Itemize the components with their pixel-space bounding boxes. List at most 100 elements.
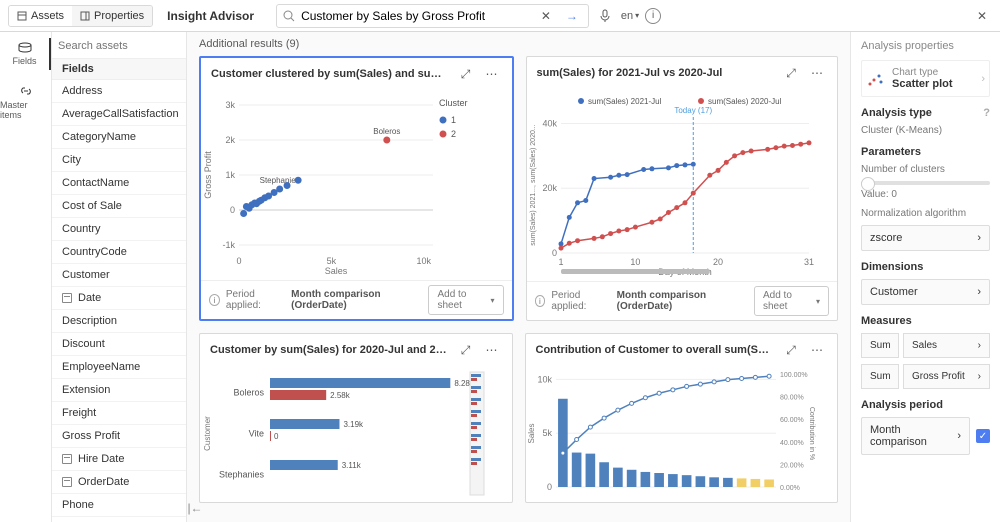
help-icon[interactable]: i [645, 8, 661, 24]
field-item[interactable]: ContactName [52, 172, 186, 195]
chart-type-selector[interactable]: Chart type Scatter plot › [861, 60, 990, 97]
svg-text:60.00%: 60.00% [780, 417, 804, 424]
card-sales-compare: sum(Sales) for 2021-Jul vs 2020-Jul ⤢ ⋯ … [526, 56, 839, 321]
svg-text:5k: 5k [327, 256, 337, 266]
submit-search-icon[interactable]: → [562, 6, 582, 26]
expand-icon[interactable]: ⤢ [456, 64, 476, 84]
more-icon[interactable]: ⋯ [482, 64, 502, 84]
field-item[interactable]: Discount [52, 333, 186, 356]
fields-icon [17, 42, 33, 54]
assets-label: Assets [31, 10, 64, 22]
period-selector[interactable]: Month comparison› [861, 417, 970, 455]
svg-text:sum(Sales) 2021-Jul: sum(Sales) 2021-Jul [588, 97, 662, 106]
assets-search-input[interactable] [58, 40, 180, 52]
svg-text:0.00%: 0.00% [780, 485, 800, 492]
svg-text:100.00%: 100.00% [780, 372, 808, 379]
svg-text:Cluster: Cluster [439, 98, 468, 108]
period-value: Month comparison (OrderDate) [617, 290, 748, 312]
svg-text:10k: 10k [417, 256, 432, 266]
svg-text:2k: 2k [225, 135, 235, 145]
add-to-sheet-button[interactable]: Add to sheet▾ [754, 286, 829, 316]
svg-text:Contribution in %: Contribution in % [808, 407, 815, 460]
svg-text:0: 0 [230, 205, 235, 215]
props-header: Analysis properties [861, 40, 990, 52]
field-item[interactable]: Customer [52, 264, 186, 287]
assets-toggle[interactable]: Assets [9, 6, 72, 26]
field-item[interactable]: Country [52, 218, 186, 241]
analysis-type-value: Cluster (K-Means) [861, 125, 990, 136]
rail-master-items[interactable]: Master items [0, 80, 51, 124]
expand-icon[interactable]: ⤢ [781, 63, 801, 83]
link-icon [19, 84, 33, 98]
help-icon[interactable]: ? [983, 107, 990, 119]
field-item[interactable]: CountryCode [52, 241, 186, 264]
card-title: sum(Sales) for 2021-Jul vs 2020-Jul [537, 67, 776, 79]
add-to-sheet-button[interactable]: Add to sheet▾ [428, 285, 503, 315]
properties-toggle[interactable]: Properties [72, 6, 152, 26]
more-icon[interactable]: ⋯ [807, 340, 827, 360]
search-input[interactable] [301, 9, 530, 23]
svg-text:0: 0 [551, 248, 556, 258]
field-item[interactable]: Address [52, 80, 186, 103]
properties-label: Properties [94, 10, 144, 22]
dimension-selector[interactable]: Customer› [861, 279, 990, 305]
svg-text:1k: 1k [225, 170, 235, 180]
svg-text:31: 31 [803, 257, 813, 267]
expand-icon[interactable]: ⤢ [781, 340, 801, 360]
field-item[interactable]: Description [52, 310, 186, 333]
expand-icon[interactable]: ⤢ [456, 340, 476, 360]
lang-selector[interactable]: en ▾ [621, 10, 639, 22]
norm-selector[interactable]: zscore› [861, 225, 990, 251]
svg-text:10k: 10k [537, 374, 552, 384]
field-item[interactable]: Freight [52, 402, 186, 425]
assets-icon [17, 11, 27, 21]
svg-text:3k: 3k [225, 100, 235, 110]
clear-search-icon[interactable]: ✕ [536, 6, 556, 26]
clusters-slider[interactable] [861, 181, 990, 185]
measure-1[interactable]: Sum Sales› [861, 333, 990, 358]
period-label: Period applied: [226, 289, 285, 311]
svg-text:3.19k: 3.19k [343, 420, 364, 429]
svg-text:Stephanies: Stephanies [219, 470, 265, 480]
field-item[interactable]: EmployeeName [52, 356, 186, 379]
field-item[interactable]: AverageCallSatisfaction [52, 103, 186, 126]
assets-header: Fields [52, 58, 186, 80]
field-item[interactable]: Gross Profit [52, 425, 186, 448]
svg-text:1: 1 [451, 115, 456, 125]
svg-text:20: 20 [713, 257, 723, 267]
svg-text:0: 0 [236, 256, 241, 266]
info-icon: i [535, 295, 546, 307]
svg-text:Gross Profit: Gross Profit [203, 151, 213, 199]
rail-fields[interactable]: Fields [0, 38, 51, 70]
field-item[interactable]: Phone [52, 494, 186, 517]
close-icon[interactable]: ✕ [972, 6, 992, 26]
svg-text:2: 2 [451, 129, 456, 139]
field-item[interactable]: Date [52, 287, 186, 310]
more-icon[interactable]: ⋯ [807, 63, 827, 83]
field-item[interactable]: CategoryName [52, 126, 186, 149]
svg-text:0: 0 [546, 482, 551, 492]
svg-text:-1k: -1k [222, 240, 235, 250]
period-value: Month comparison (OrderDate) [291, 289, 422, 311]
svg-text:20.00%: 20.00% [780, 462, 804, 469]
results-header: Additional results (9) [187, 32, 850, 56]
collapse-assets-icon[interactable]: |← [187, 500, 203, 516]
more-icon[interactable]: ⋯ [482, 340, 502, 360]
svg-text:1: 1 [558, 257, 563, 267]
field-item[interactable]: Extension [52, 379, 186, 402]
card-title: Customer by sum(Sales) for 2020-Jul and … [210, 344, 450, 356]
calendar-icon [62, 293, 72, 303]
field-item[interactable]: Cost of Sale [52, 195, 186, 218]
mic-icon[interactable] [595, 6, 615, 26]
scatter-icon [866, 70, 884, 88]
svg-text:20k: 20k [542, 183, 557, 193]
measure-2[interactable]: Sum Gross Profit› [861, 364, 990, 389]
field-item[interactable]: Hire Date [52, 448, 186, 471]
period-checkbox[interactable]: ✓ [976, 429, 990, 443]
field-item[interactable]: OrderDate [52, 471, 186, 494]
card-cluster-scatter[interactable]: Customer clustered by sum(Sales) and sum… [199, 56, 514, 321]
field-item[interactable]: City [52, 149, 186, 172]
svg-text:3.11k: 3.11k [342, 461, 362, 470]
calendar-icon [62, 477, 72, 487]
svg-text:Vite: Vite [249, 429, 264, 439]
